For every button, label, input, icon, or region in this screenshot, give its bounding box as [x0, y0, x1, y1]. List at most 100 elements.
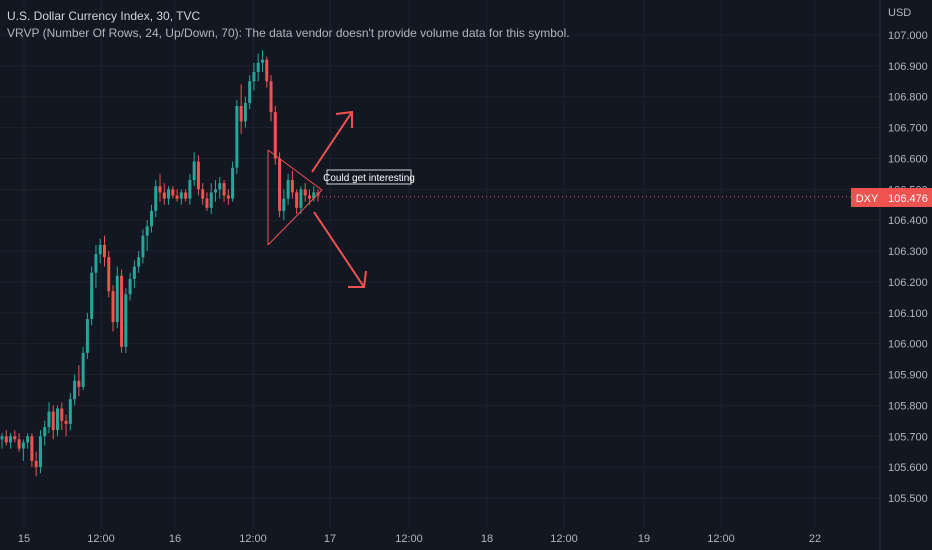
candle	[235, 99, 239, 174]
candle-body	[201, 189, 205, 199]
candle-body	[196, 161, 200, 190]
candle	[226, 189, 230, 205]
candle	[299, 186, 303, 215]
candle-body	[179, 192, 183, 199]
candle-body	[81, 352, 85, 387]
currency-label: USD	[888, 7, 911, 19]
candle	[252, 62, 256, 91]
y-tick-label: 106.000	[888, 339, 928, 351]
candle-body	[226, 195, 230, 199]
candle-body	[4, 436, 8, 443]
candle	[222, 180, 226, 202]
candle-body	[162, 192, 166, 199]
annotation-text: Could get interesting	[323, 173, 415, 184]
candle-body	[239, 105, 243, 122]
candle	[51, 405, 55, 440]
triangle-lower-line[interactable]	[267, 189, 323, 246]
candle-body	[184, 192, 188, 199]
candle-body	[299, 189, 303, 208]
y-tick-label: 106.100	[888, 308, 928, 320]
candle-body	[21, 442, 25, 449]
candle-body	[30, 436, 34, 461]
candle-body	[90, 272, 94, 319]
y-tick-label: 105.900	[888, 370, 928, 382]
candle-body	[273, 112, 277, 159]
candle	[4, 430, 8, 446]
candle-body	[115, 275, 119, 323]
candle	[9, 433, 13, 449]
candle	[115, 266, 119, 329]
arrow-down[interactable]	[313, 211, 367, 288]
candle	[312, 186, 316, 202]
candle-body	[175, 195, 179, 199]
y-tick-label: 105.800	[888, 400, 928, 412]
candle-body	[47, 411, 51, 428]
y-tick-label: 106.400	[888, 215, 928, 227]
indicator-legend: VRVP (Number Of Rows, 24, Up/Down, 70): …	[7, 26, 570, 40]
candle-body	[231, 167, 235, 199]
candle-body	[64, 420, 68, 424]
candle	[73, 374, 77, 406]
candle-body	[60, 408, 64, 421]
x-tick-label: 18	[481, 533, 493, 545]
price-tag-symbol: DXY	[856, 193, 879, 205]
candle	[184, 189, 188, 202]
candle	[154, 180, 158, 218]
x-tick-label: 12:00	[707, 533, 735, 545]
x-tick-label: 22	[809, 533, 821, 545]
candle	[60, 402, 64, 431]
candle-body	[209, 192, 213, 208]
candle-body	[124, 294, 128, 347]
candle-body	[256, 62, 260, 73]
candle-body	[111, 291, 115, 323]
candle-body	[167, 189, 171, 199]
candle	[231, 161, 235, 202]
triangle-upper-line[interactable]	[267, 149, 323, 191]
candle-body	[307, 195, 311, 199]
candle	[192, 152, 196, 187]
candle	[158, 173, 162, 202]
candle-body	[51, 411, 55, 431]
grid	[0, 0, 880, 528]
candle-body	[260, 59, 264, 63]
candle-body	[149, 210, 153, 227]
x-tick-label: 12:00	[550, 533, 578, 545]
candle-body	[34, 460, 38, 468]
candle	[282, 189, 286, 221]
candle	[43, 420, 47, 446]
candle	[98, 238, 102, 264]
candle	[149, 204, 153, 233]
candle	[85, 312, 89, 360]
candle-body	[188, 180, 192, 199]
annotation-label[interactable]: Could get interesting	[323, 169, 415, 185]
candle	[77, 365, 81, 397]
x-tick-label: 15	[18, 533, 30, 545]
candle	[94, 244, 98, 289]
candle	[209, 183, 213, 215]
candle-body	[252, 72, 256, 82]
x-tick-label: 12:00	[239, 533, 267, 545]
candle	[218, 176, 222, 199]
candle-body	[94, 254, 98, 273]
y-tick-label: 106.300	[888, 246, 928, 258]
x-tick-label: 12:00	[395, 533, 423, 545]
y-tick-label: 106.800	[888, 92, 928, 104]
candle-body	[107, 257, 111, 292]
candle	[167, 186, 171, 205]
arrow-up[interactable]	[311, 110, 353, 173]
x-tick-label: 17	[324, 533, 336, 545]
candle	[243, 96, 247, 128]
candle-body	[26, 436, 30, 443]
candle	[201, 183, 205, 205]
candle-body	[235, 105, 239, 168]
candle-body	[158, 186, 162, 193]
candle	[316, 189, 320, 202]
y-tick-label: 106.500	[888, 184, 928, 196]
candle	[286, 173, 290, 205]
candle-body	[154, 186, 158, 211]
time-axis: 15 12:00 16 12:00 17 12:00 18 12:00 19 12:00 22	[18, 533, 821, 545]
candle	[205, 192, 209, 211]
candle	[47, 402, 51, 434]
